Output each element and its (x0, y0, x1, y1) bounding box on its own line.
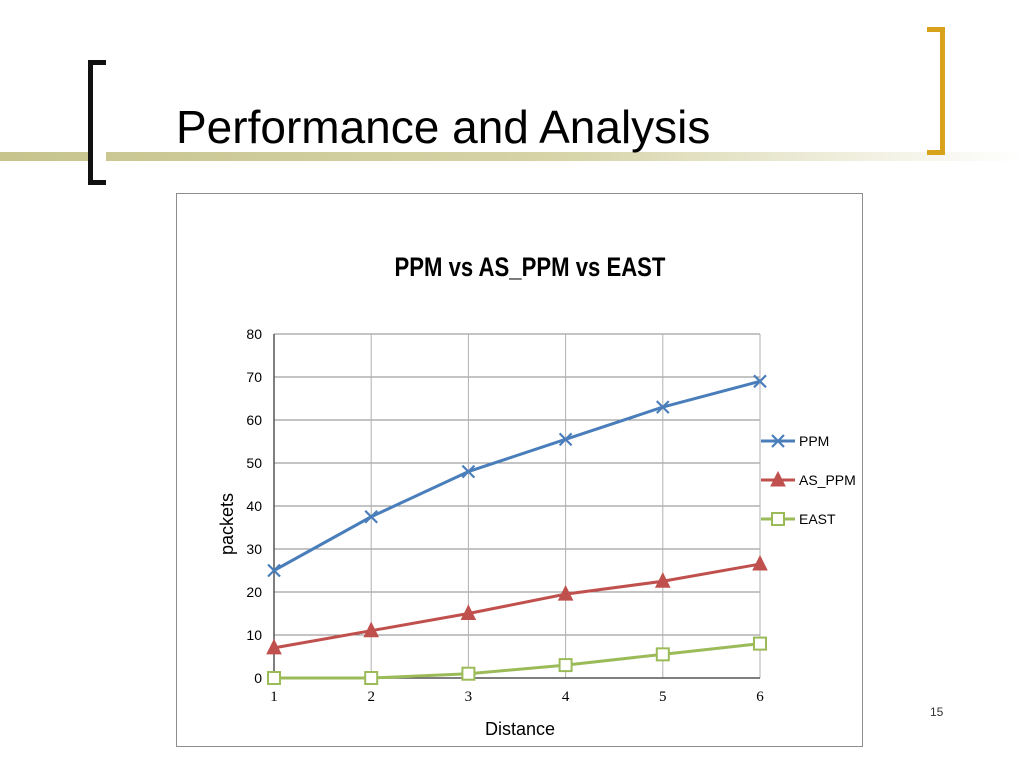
chart-tick-labels: 0 10 20 30 40 50 60 70 80 1 2 3 4 5 6 (246, 326, 764, 705)
x-tick-label: 5 (659, 689, 667, 705)
x-tick-label: 4 (562, 689, 570, 705)
x-marker-stroke (364, 509, 378, 524)
y-tick-label: 30 (246, 541, 262, 557)
y-tick-label: 10 (246, 627, 262, 643)
legend-marker (770, 470, 786, 487)
series-ppm (267, 374, 767, 578)
data-point-marker (266, 638, 282, 655)
y-tick-label: 70 (246, 369, 262, 385)
title-accent-line (0, 152, 1024, 161)
chart-grid (273, 333, 761, 679)
legend-entry: PPM (761, 433, 829, 449)
data-point-marker (267, 563, 281, 578)
legend-entry: AS_PPM (761, 470, 856, 488)
data-point-marker (364, 671, 379, 685)
legend-label: PPM (799, 433, 829, 449)
data-point-marker (460, 604, 477, 620)
series-east (267, 636, 767, 685)
x-axis-label: Distance (485, 719, 555, 739)
x-marker-stroke (461, 464, 476, 479)
slide-title: Performance and Analysis (176, 101, 711, 153)
data-point-marker (558, 658, 573, 673)
y-axis-label: packets (217, 493, 237, 555)
chart-series (266, 374, 768, 685)
data-point-marker (363, 621, 380, 638)
y-tick-label: 0 (254, 670, 262, 686)
chart-frame: PPM vs AS_PPM vs EAST Distance packets 0… (176, 193, 863, 747)
right-bracket-decoration (927, 27, 945, 155)
legend-entry: EAST (761, 511, 836, 527)
series-as-ppm (266, 554, 768, 655)
legend-label: EAST (799, 511, 836, 527)
data-point-marker (461, 464, 476, 479)
data-point-marker (461, 666, 476, 681)
x-marker-stroke (558, 432, 573, 447)
legend-label: AS_PPM (799, 472, 856, 488)
left-bracket-decoration (88, 60, 106, 185)
data-point-marker (558, 432, 573, 447)
data-point-marker (753, 374, 767, 389)
chart-title: PPM vs AS_PPM vs EAST (395, 253, 666, 283)
x-tick-label: 1 (270, 689, 278, 705)
y-tick-label: 40 (246, 498, 262, 514)
data-point-marker (752, 554, 768, 571)
x-marker-stroke (753, 374, 767, 389)
x-tick-label: 2 (367, 689, 375, 705)
data-point-marker (364, 509, 378, 524)
data-point-marker (267, 671, 281, 685)
y-tick-label: 60 (246, 412, 262, 428)
x-marker-stroke (771, 434, 785, 448)
legend-marker (771, 434, 785, 448)
y-tick-label: 80 (246, 326, 262, 342)
data-point-marker (656, 400, 670, 414)
series-line (272, 562, 762, 650)
data-point-marker (654, 572, 671, 588)
chart-legend: PPM AS_PPM EAST (761, 433, 856, 527)
data-point-marker (557, 585, 574, 601)
series-line (272, 379, 762, 572)
page-number: 15 (930, 705, 944, 719)
x-marker-stroke (267, 563, 281, 578)
y-tick-label: 50 (246, 455, 262, 471)
data-point-marker (753, 636, 767, 651)
line-chart: PPM vs AS_PPM vs EAST Distance packets 0… (217, 253, 856, 739)
data-point-marker (655, 647, 670, 662)
x-marker-stroke (656, 400, 670, 414)
x-tick-label: 6 (756, 689, 764, 705)
series-line (272, 642, 762, 680)
y-tick-label: 20 (246, 584, 262, 600)
legend-marker (771, 512, 785, 526)
x-tick-label: 3 (465, 689, 473, 705)
